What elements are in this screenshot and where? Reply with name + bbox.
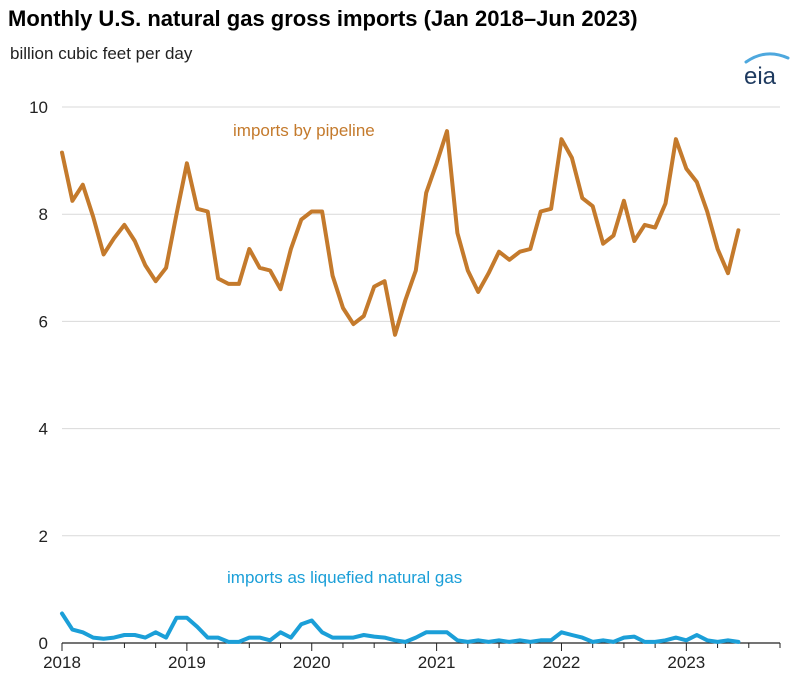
y-tick-label: 2 [39,527,48,546]
y-tick-label: 8 [39,205,48,224]
x-tick-label: 2023 [667,653,705,672]
chart-subtitle: billion cubic feet per day [10,44,193,63]
pipeline-series-label: imports by pipeline [233,121,375,140]
x-tick-label: 2019 [168,653,206,672]
chart-title: Monthly U.S. natural gas gross imports (… [8,6,638,31]
x-tick-label: 2018 [43,653,81,672]
lng-imports-line [60,611,741,644]
x-tick-label: 2022 [543,653,581,672]
y-tick-label: 0 [39,634,48,653]
y-tick-label: 6 [39,312,48,331]
pipeline-imports-line [60,129,741,337]
y-tick-label: 4 [39,420,48,439]
y-tick-label: 10 [29,98,48,117]
lng-series-label: imports as liquefied natural gas [227,568,462,587]
eia-logo-text: eia [744,63,777,90]
x-tick-label: 2020 [293,653,331,672]
x-tick-label: 2021 [418,653,456,672]
eia-logo: eia [744,52,790,90]
